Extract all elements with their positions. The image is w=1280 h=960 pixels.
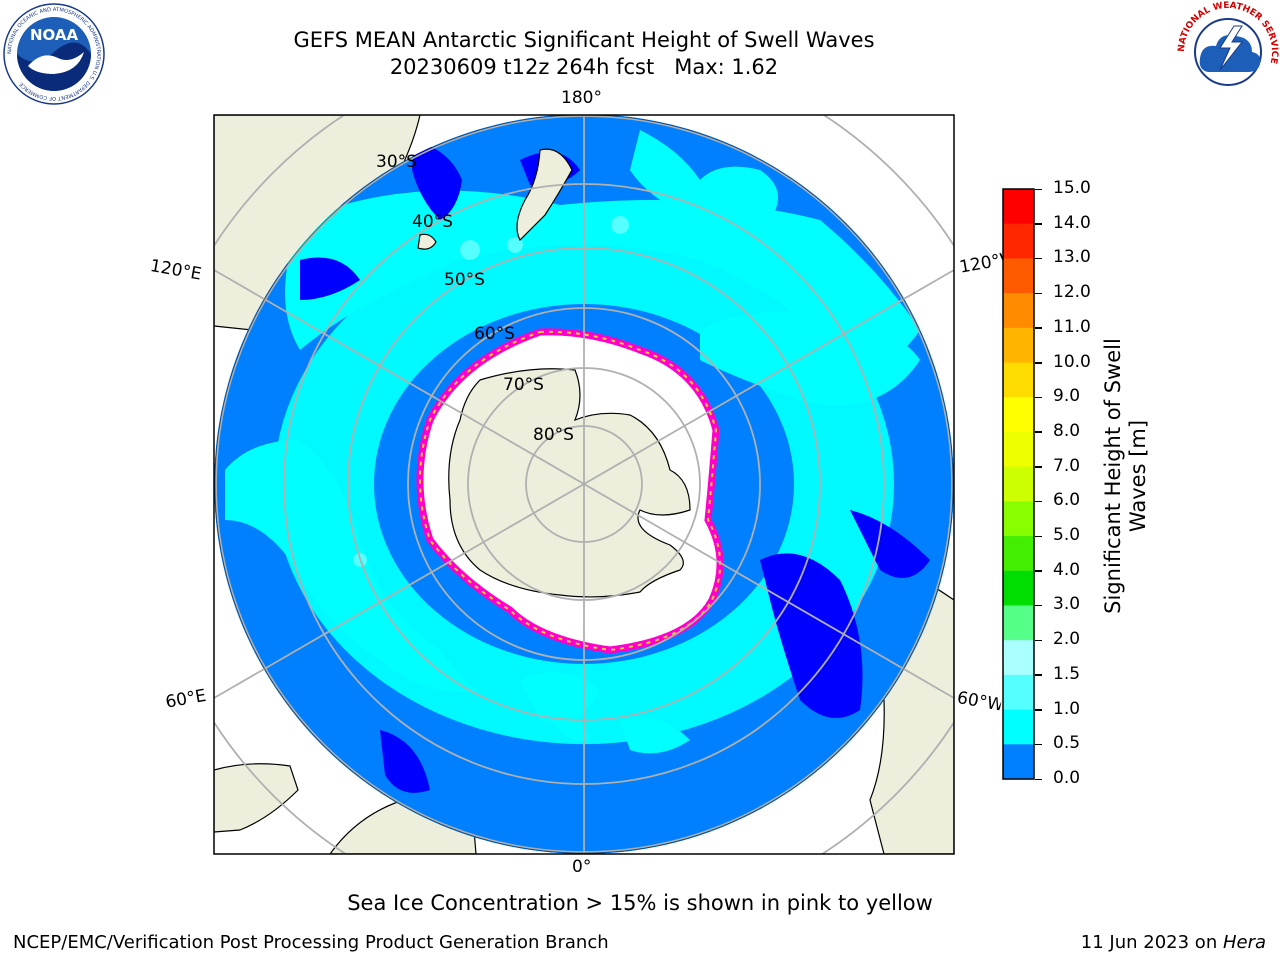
colorbar-tick-label: 10.0 bbox=[1053, 351, 1091, 372]
lon-label-0: 0° bbox=[572, 857, 592, 877]
colorbar-label-line1: Significant Height of Swell bbox=[1101, 338, 1125, 614]
colorbar-band bbox=[1003, 189, 1034, 225]
colorbar-band bbox=[1003, 709, 1034, 745]
colorbar-band bbox=[1003, 674, 1034, 711]
colorbar-band bbox=[1003, 536, 1034, 572]
footer-date: 11 Jun 2023 on bbox=[1080, 932, 1223, 953]
polar-map bbox=[213, 114, 955, 855]
colorbar-tick-mark bbox=[1035, 327, 1042, 329]
colorbar-band bbox=[1003, 466, 1034, 502]
colorbar-tick-label: 13.0 bbox=[1053, 247, 1091, 268]
colorbar-tick-mark bbox=[1035, 535, 1042, 538]
lat-label-40s: 40°S bbox=[412, 212, 453, 232]
colorbar-tick-mark bbox=[1035, 188, 1042, 190]
colorbar-tick-mark bbox=[1035, 292, 1042, 295]
colorbar-tick-label: 5.0 bbox=[1053, 525, 1081, 546]
lon-label-120e: 120°E bbox=[148, 256, 203, 285]
colorbar-label-line2: Waves [m] bbox=[1126, 419, 1150, 533]
colorbar-tick-mark bbox=[1035, 709, 1042, 711]
colorbar-band bbox=[1003, 605, 1034, 641]
noaa-logo: NATIONAL OCEANIC AND ATMOSPHERIC ADMINIS… bbox=[3, 3, 105, 105]
lat-label-60s: 60°S bbox=[474, 324, 515, 344]
colorbar-tick-mark bbox=[1035, 743, 1042, 746]
colorbar bbox=[1002, 188, 1035, 780]
colorbar-tick-label: 11.0 bbox=[1053, 316, 1091, 337]
colorbar-tick-label: 3.0 bbox=[1053, 594, 1081, 615]
colorbar-tick-mark bbox=[1035, 639, 1042, 642]
chart-title: GEFS MEAN Antarctic Significant Height o… bbox=[293, 28, 875, 52]
footer-timestamp: 11 Jun 2023 on Hera bbox=[1081, 932, 1266, 953]
colorbar-band bbox=[1003, 744, 1034, 780]
chart-subtitle: 20230609 t12z 264h fcst Max: 1.62 bbox=[389, 55, 779, 79]
colorbar-tick-label: 6.0 bbox=[1053, 490, 1081, 511]
noaa-logo-text: NOAA bbox=[30, 26, 79, 44]
colorbar-band bbox=[1003, 640, 1034, 676]
colorbar-tick-label: 7.0 bbox=[1053, 455, 1081, 476]
colorbar-bands bbox=[1003, 189, 1034, 780]
colorbar-tick-label: 9.0 bbox=[1053, 386, 1081, 407]
antarctica bbox=[416, 328, 724, 654]
colorbar-tick-mark bbox=[1035, 362, 1042, 364]
lon-label-60e: 60°E bbox=[164, 685, 208, 713]
colorbar-band bbox=[1003, 223, 1034, 260]
colorbar-tick-label: 2.0 bbox=[1053, 629, 1081, 650]
colorbar-tick-label: 8.0 bbox=[1053, 420, 1081, 441]
colorbar-tick-mark bbox=[1035, 604, 1042, 607]
lon-label-120w: 120°W bbox=[958, 250, 1005, 278]
colorbar-tick-mark bbox=[1035, 500, 1042, 503]
lat-label-70s: 70°S bbox=[503, 375, 544, 395]
colorbar-band bbox=[1003, 258, 1034, 294]
lat-label-30s: 30°S bbox=[376, 152, 417, 172]
graticule bbox=[214, 115, 954, 854]
lat-label-50s: 50°S bbox=[444, 270, 485, 290]
continents-inside bbox=[417, 148, 573, 250]
lon-label-60w: 60°W bbox=[955, 688, 1003, 716]
colorbar-label: Significant Height of Swell Waves [m] bbox=[1101, 316, 1151, 636]
colorbar-tick-label: 0.5 bbox=[1053, 733, 1081, 754]
colorbar-tick-mark bbox=[1035, 674, 1042, 676]
colorbar-tick-label: 4.0 bbox=[1053, 559, 1081, 580]
colorbar-band bbox=[1003, 362, 1034, 398]
colorbar-tick-label: 15.0 bbox=[1053, 178, 1091, 198]
colorbar-tick-label: 0.0 bbox=[1053, 768, 1081, 788]
colorbar-tick-mark bbox=[1035, 431, 1042, 433]
colorbar-band bbox=[1003, 397, 1034, 433]
colorbar-band bbox=[1003, 431, 1034, 468]
colorbar-tick-label: 14.0 bbox=[1053, 212, 1091, 233]
colorbar-tick-mark bbox=[1035, 466, 1042, 468]
colorbar-band bbox=[1003, 293, 1034, 329]
colorbar-band bbox=[1003, 570, 1034, 607]
colorbar-tick-mark bbox=[1035, 570, 1042, 572]
footer-machine: Hera bbox=[1222, 932, 1266, 953]
colorbar-tick-label: 12.0 bbox=[1053, 282, 1091, 303]
lat-label-80s: 80°S bbox=[533, 425, 574, 445]
sea-ice-caption: Sea Ice Concentration > 15% is shown in … bbox=[347, 891, 933, 915]
colorbar-tick-mark bbox=[1035, 396, 1042, 399]
colorbar-tick-mark bbox=[1035, 223, 1042, 225]
footer-credit: NCEP/EMC/Verification Post Processing Pr… bbox=[13, 932, 609, 953]
colorbar-band bbox=[1003, 327, 1034, 364]
colorbar-tick-label: 1.0 bbox=[1053, 698, 1081, 719]
lon-label-180: 180° bbox=[561, 88, 602, 108]
nws-logo: NATIONAL WEATHER SERVICE bbox=[1177, 1, 1279, 102]
colorbar-band bbox=[1003, 501, 1034, 537]
colorbar-tick-label: 1.5 bbox=[1053, 663, 1081, 684]
colorbar-tick-mark bbox=[1035, 257, 1042, 260]
map-frame bbox=[213, 114, 955, 855]
colorbar-tick-mark bbox=[1035, 778, 1042, 780]
